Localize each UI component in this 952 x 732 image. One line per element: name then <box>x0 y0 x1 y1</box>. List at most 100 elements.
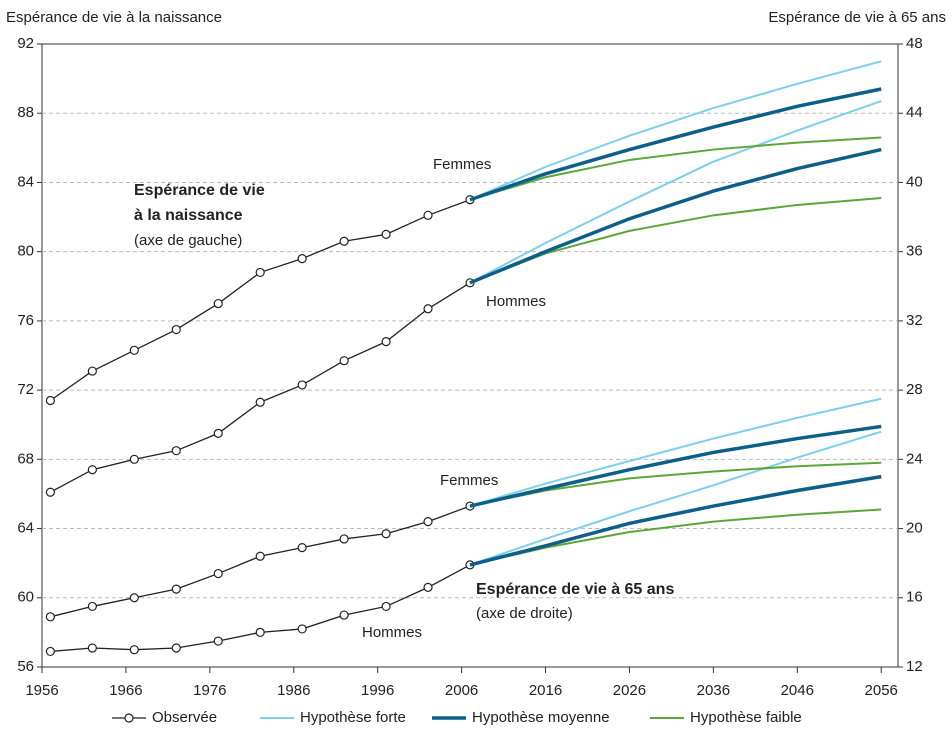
annotation: Femmes <box>440 472 498 489</box>
point <box>171 446 181 456</box>
point <box>339 356 349 366</box>
y-tick-label: 56 <box>17 658 34 675</box>
y2-tick-label: 16 <box>906 589 923 606</box>
series-line <box>469 197 882 284</box>
point <box>297 624 307 634</box>
series-line <box>50 282 471 493</box>
x-tick-label: 1976 <box>193 682 226 699</box>
series-line <box>469 136 882 201</box>
point <box>297 253 307 264</box>
point <box>339 534 349 544</box>
series-line <box>50 505 471 618</box>
y-axis-title: Espérance de vie à la naissance <box>6 9 222 26</box>
point <box>423 304 433 314</box>
annotation: Femmes <box>433 156 491 173</box>
series-line <box>469 430 882 566</box>
point <box>45 646 55 657</box>
point <box>129 454 139 464</box>
y2-tick-label: 20 <box>906 520 923 537</box>
x-tick-label: 2006 <box>445 682 478 699</box>
annotation: Espérance de vie à 65 ans <box>476 581 674 598</box>
y-tick-label: 80 <box>17 243 34 260</box>
y2-tick-label: 48 <box>906 35 923 52</box>
plot-frame <box>41 43 899 668</box>
series-line <box>469 474 882 567</box>
x-tick-label: 2036 <box>697 682 730 699</box>
point <box>423 582 433 592</box>
point <box>87 643 97 653</box>
annotation: (axe de droite) <box>476 605 573 622</box>
point <box>339 236 349 246</box>
legend-label: Hypothèse forte <box>300 709 406 726</box>
legend-label: Hypothèse faible <box>690 709 802 726</box>
y-tick-label: 60 <box>17 589 34 606</box>
y-tick-label: 72 <box>17 381 34 398</box>
point <box>423 210 433 220</box>
annotation: Espérance de vie <box>134 182 265 199</box>
y-tick-label: 68 <box>17 450 34 467</box>
legend-label: Hypothèse moyenne <box>472 709 610 726</box>
point <box>381 601 391 612</box>
x-tick-label: 2026 <box>613 682 646 699</box>
point <box>129 593 139 603</box>
y-tick-label: 84 <box>17 173 34 190</box>
annotation: à la naissance <box>134 207 243 224</box>
point <box>45 612 55 622</box>
series-line <box>469 508 882 566</box>
series-line <box>469 424 882 508</box>
point <box>45 487 55 497</box>
y-tick-label: 92 <box>17 35 34 52</box>
annotation: (axe de gauche) <box>134 232 242 249</box>
point <box>87 366 97 376</box>
annotation: Hommes <box>486 293 546 310</box>
series-line <box>469 461 882 508</box>
point <box>213 298 223 309</box>
y2-tick-label: 44 <box>906 104 923 121</box>
y2-tick-label: 36 <box>906 243 923 260</box>
y2-axis-title: Espérance de vie à 65 ans <box>768 9 946 26</box>
y-tick-label: 88 <box>17 104 34 121</box>
point <box>87 601 97 612</box>
y2-tick-label: 32 <box>906 312 923 329</box>
point <box>255 397 265 407</box>
point <box>297 542 307 553</box>
point <box>255 627 265 637</box>
point <box>171 584 181 594</box>
point <box>297 380 307 390</box>
point <box>255 551 265 561</box>
point <box>213 636 223 646</box>
y2-tick-label: 24 <box>906 450 923 467</box>
legend-label: Observée <box>152 709 217 726</box>
point <box>339 610 349 620</box>
series-line <box>50 199 471 402</box>
point <box>213 428 223 438</box>
x-tick-label: 1996 <box>361 682 394 699</box>
y2-tick-label: 28 <box>906 381 923 398</box>
point <box>87 465 97 475</box>
point <box>213 568 223 579</box>
series-line <box>469 87 882 202</box>
point <box>255 267 265 278</box>
y-tick-label: 76 <box>17 312 34 329</box>
point <box>171 643 181 653</box>
point <box>171 324 181 335</box>
y2-tick-label: 40 <box>906 173 923 190</box>
point <box>423 517 433 527</box>
x-tick-label: 1956 <box>25 682 58 699</box>
legend-marker <box>124 713 134 723</box>
series-line <box>469 147 882 285</box>
point <box>129 645 139 655</box>
x-tick-label: 1966 <box>109 682 142 699</box>
y-tick-label: 64 <box>17 520 34 537</box>
x-tick-label: 2056 <box>865 682 898 699</box>
point <box>381 529 391 539</box>
series-line <box>469 397 882 508</box>
annotation: Hommes <box>362 624 422 641</box>
series-line <box>469 100 882 284</box>
x-tick-label: 2016 <box>529 682 562 699</box>
x-tick-label: 1986 <box>277 682 310 699</box>
y2-tick-label: 12 <box>906 658 923 675</box>
series-line <box>469 60 882 201</box>
point <box>381 337 391 347</box>
